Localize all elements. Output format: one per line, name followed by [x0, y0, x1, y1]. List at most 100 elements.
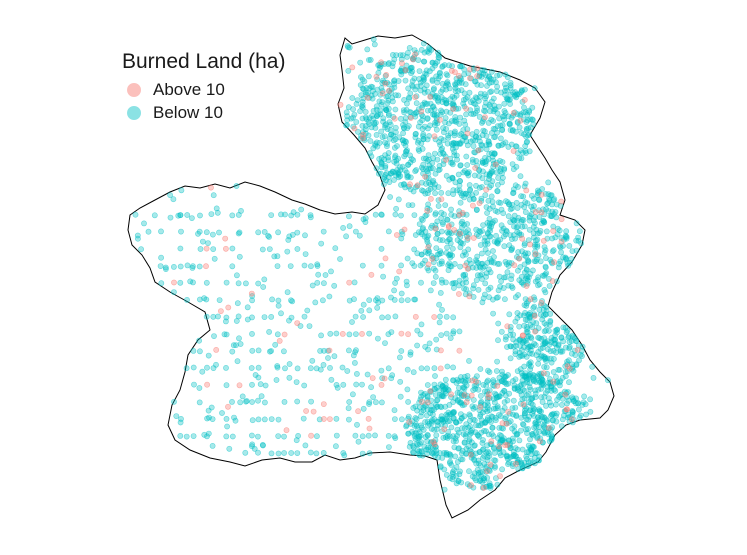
fire-point-below-10: [285, 236, 292, 243]
fire-point-below-10: [542, 355, 549, 362]
fire-point-below-10: [405, 398, 411, 405]
fire-point-below-10: [463, 421, 470, 427]
fire-point-below-10: [527, 321, 534, 328]
fire-point-above-10: [519, 235, 526, 242]
fire-point-below-10: [388, 294, 394, 301]
fire-point-below-10: [359, 262, 366, 269]
fire-point-below-10: [282, 211, 288, 218]
fire-point-above-10: [546, 424, 552, 431]
fire-point-below-10: [536, 457, 542, 464]
fire-point-below-10: [266, 233, 272, 240]
fire-point-below-10: [170, 263, 177, 270]
fire-point-below-10: [494, 403, 501, 410]
fire-point-below-10: [294, 450, 301, 456]
fire-point-below-10: [490, 395, 497, 402]
fire-point-below-10: [550, 417, 556, 424]
fire-point-below-10: [579, 343, 586, 350]
fire-point-below-10: [530, 377, 537, 384]
fire-point-below-10: [369, 88, 376, 94]
fire-point-below-10: [392, 124, 399, 131]
fire-point-below-10: [385, 228, 392, 235]
points-above-10-group: [171, 51, 581, 491]
fire-point-below-10: [429, 411, 436, 418]
fire-point-below-10: [414, 342, 420, 349]
fire-point-below-10: [431, 150, 438, 157]
fire-point-above-10: [407, 115, 414, 121]
fire-point-below-10: [499, 179, 505, 186]
fire-point-above-10: [431, 441, 438, 448]
fire-point-below-10: [417, 119, 423, 126]
fire-point-below-10: [446, 251, 453, 258]
fire-point-below-10: [576, 406, 582, 413]
fire-point-below-10: [525, 442, 532, 449]
fire-point-below-10: [508, 141, 515, 148]
fire-point-below-10: [523, 133, 529, 140]
fire-point-below-10: [408, 64, 414, 71]
fire-point-below-10: [398, 416, 405, 423]
fire-point-below-10: [320, 228, 327, 235]
fire-point-below-10: [443, 416, 449, 423]
fire-point-below-10: [206, 414, 212, 421]
fire-point-below-10: [491, 463, 498, 470]
fire-point-below-10: [404, 366, 411, 373]
fire-point-below-10: [382, 340, 388, 346]
fire-point-below-10: [229, 398, 235, 405]
fire-point-below-10: [434, 156, 441, 163]
fire-point-below-10: [294, 229, 301, 236]
fire-point-below-10: [178, 228, 184, 235]
fire-point-below-10: [558, 423, 565, 429]
fire-point-below-10: [450, 415, 457, 422]
fire-point-below-10: [429, 104, 436, 110]
fire-point-below-10: [388, 329, 395, 335]
fire-point-below-10: [419, 452, 426, 459]
fire-point-below-10: [359, 115, 366, 122]
fire-point-below-10: [419, 260, 426, 267]
fire-point-below-10: [372, 119, 379, 126]
fire-point-below-10: [404, 297, 411, 303]
fire-point-below-10: [448, 461, 455, 468]
fire-point-below-10: [293, 437, 300, 444]
fire-point-below-10: [318, 332, 324, 339]
fire-point-below-10: [442, 119, 448, 126]
fire-point-below-10: [376, 139, 383, 146]
fire-point-below-10: [372, 91, 378, 97]
fire-point-below-10: [501, 404, 508, 411]
fire-point-below-10: [175, 212, 182, 219]
fire-point-below-10: [474, 81, 481, 88]
fire-point-below-10: [431, 365, 438, 372]
fire-point-below-10: [539, 414, 546, 420]
fire-point-below-10: [368, 124, 375, 131]
fire-point-below-10: [410, 404, 417, 411]
fire-point-below-10: [430, 265, 437, 272]
fire-point-below-10: [550, 197, 557, 204]
fire-point-below-10: [442, 376, 449, 383]
fire-point-below-10: [385, 61, 392, 68]
fire-point-below-10: [521, 381, 527, 387]
fire-point-below-10: [418, 251, 425, 258]
fire-point-below-10: [526, 107, 532, 114]
fire-point-below-10: [501, 108, 508, 114]
fire-point-below-10: [510, 397, 517, 404]
fire-point-below-10: [451, 94, 458, 101]
fire-point-below-10: [449, 175, 456, 181]
fire-point-below-10: [547, 317, 554, 324]
fire-point-below-10: [282, 365, 288, 372]
fire-point-below-10: [184, 296, 190, 303]
fire-point-below-10: [286, 233, 293, 240]
fire-point-below-10: [301, 262, 308, 269]
fire-point-below-10: [229, 263, 236, 270]
fire-point-below-10: [317, 347, 323, 354]
fire-point-below-10: [499, 174, 506, 181]
fire-point-below-10: [255, 449, 261, 456]
fire-point-below-10: [484, 377, 491, 384]
fire-point-below-10: [499, 437, 506, 444]
fire-point-above-10: [441, 426, 448, 432]
fire-point-below-10: [295, 432, 301, 439]
fire-point-below-10: [391, 416, 398, 422]
fire-point-below-10: [553, 401, 559, 408]
fire-point-below-10: [419, 217, 426, 223]
fire-point-below-10: [557, 258, 564, 265]
fire-point-above-10: [523, 283, 530, 289]
fire-point-below-10: [413, 167, 420, 173]
fire-point-below-10: [534, 230, 541, 237]
